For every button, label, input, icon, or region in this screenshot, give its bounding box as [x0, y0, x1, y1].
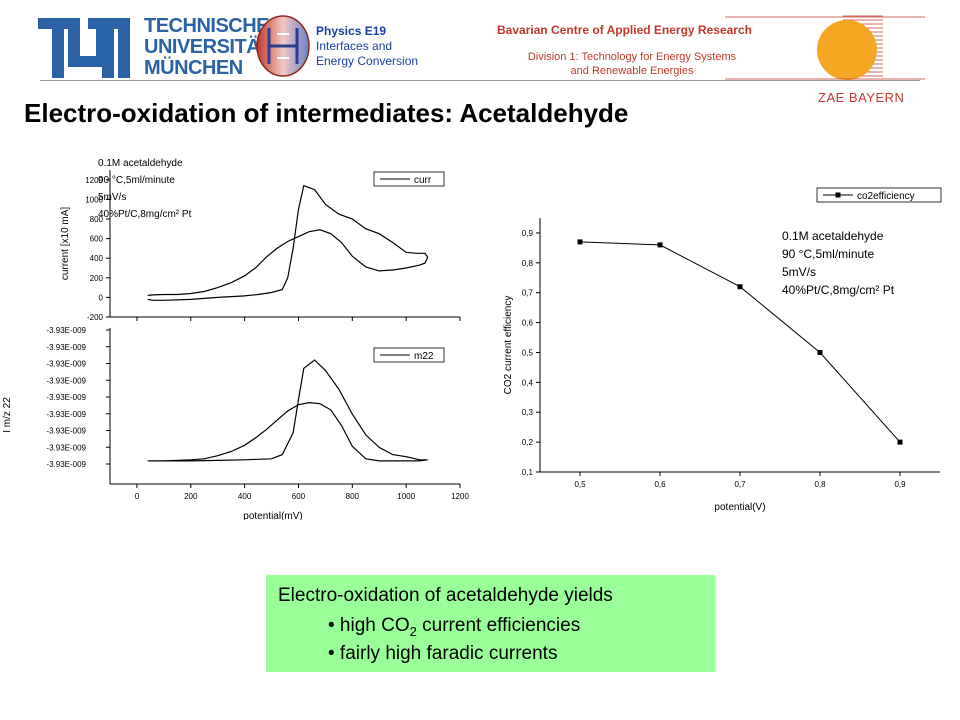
ms-y-label: I m/z 22 [2, 397, 13, 433]
zae-sun-logo [817, 15, 883, 80]
department-line-1: Interfaces and [316, 39, 393, 53]
eff-y-tick-label: 0,8 [522, 259, 534, 268]
university-line-2: UNIVERSITÄT [144, 36, 272, 58]
eff-x-label: potential(V) [714, 502, 765, 513]
eff-y-tick-label: 0,2 [522, 438, 534, 447]
eff-y-label: CO2 current efficiency [503, 296, 514, 395]
eff-y-tick-label: 0,5 [522, 348, 534, 357]
eff-x-tick-label: 0,5 [574, 480, 586, 489]
ms-x-tick-label: 600 [292, 492, 306, 501]
current-y-tick-label: 0 [99, 293, 104, 302]
ms-y-tick-label: -3.93E-009 [46, 343, 86, 352]
eff-data-point [577, 239, 583, 245]
university-line-1: TECHNISCHE [144, 15, 270, 37]
eff-legend-marker [835, 192, 841, 198]
eff-y-tick-label: 0,1 [522, 468, 534, 477]
eff-y-tick-label: 0,9 [522, 229, 534, 238]
eff-annotation: 5mV/s [782, 265, 816, 279]
current-y-tick-label: 200 [90, 274, 104, 283]
department-line-2: Energy Conversion [316, 54, 419, 68]
eff-series-line [579, 241, 901, 443]
eff-y-tick-label: 0,7 [522, 289, 534, 298]
eff-data-point [817, 349, 823, 355]
summary-bullet-currents: • fairly high faradic currents [328, 643, 558, 664]
current-y-tick-label: 800 [90, 215, 104, 224]
current-y-tick-label: 600 [90, 235, 104, 244]
eff-data-point [737, 284, 743, 290]
ms-y-tick-label: -3.93E-009 [46, 410, 86, 419]
eff-data-point [657, 242, 663, 248]
current-annotation: 40%Pt/C,8mg/cm² Pt [98, 209, 192, 220]
ms-x-label: potential(mV) [243, 511, 302, 520]
current-series-line [147, 184, 429, 301]
current-y-tick-label: 1200 [85, 176, 103, 185]
ms-legend-label: m22 [414, 351, 434, 362]
bullet-co2-pre: • high CO [328, 615, 410, 636]
current-annotation: 5mV/s [98, 192, 126, 203]
zae-name: ZAE BAYERN [818, 90, 905, 105]
ms-x-tick-label: 0 [135, 492, 140, 501]
ms-x-tick-label: 800 [346, 492, 360, 501]
eff-x-tick-label: 0,7 [734, 480, 746, 489]
current-legend-label: curr [414, 175, 432, 186]
ms-series-line [147, 359, 428, 462]
current-y-tick-label: -200 [87, 313, 104, 322]
eff-annotation: 90 °C,5ml/minute [782, 247, 874, 261]
header-divider [40, 80, 920, 81]
eff-legend-box [816, 187, 942, 203]
research-center-division: Division 1: Technology for Energy System… [497, 50, 767, 78]
ms-y-tick-label: -3.93E-009 [46, 427, 86, 436]
current-y-label: current [x10 mA] [60, 207, 71, 281]
eff-x-tick-label: 0,8 [814, 480, 826, 489]
bullet-co2-post: current efficiencies [416, 615, 581, 636]
university-name: TECHNISCHE UNIVERSITÄT MÜNCHEN [144, 16, 272, 79]
summary-line: Electro-oxidation of acetaldehyde yields [278, 585, 613, 606]
ms-x-tick-label: 1000 [397, 492, 415, 501]
ms-x-tick-label: 200 [184, 492, 198, 501]
ms-x-tick-label: 1200 [451, 492, 469, 501]
ms-y-tick-label: -3.93E-009 [46, 393, 86, 402]
summary-bullet-co2: • high CO2 current efficiencies [328, 615, 580, 639]
eff-annotation: 0.1M acetaldehyde [782, 229, 884, 243]
tum-logo [38, 18, 130, 78]
eff-y-tick-label: 0,3 [522, 408, 534, 417]
eff-legend-label: co2efficiency [857, 191, 915, 202]
ms-y-tick-label: -3.93E-009 [46, 376, 86, 385]
ms-y-tick-label: -3.93E-009 [46, 443, 86, 452]
research-center-division-2: and Renewable Energies [570, 65, 694, 77]
slide-title: Electro-oxidation of intermediates: Acet… [24, 98, 629, 128]
research-center-division-1: Division 1: Technology for Energy System… [527, 51, 737, 63]
eff-annotation: 40%Pt/C,8mg/cm² Pt [782, 283, 895, 297]
ms-x-tick-label: 400 [238, 492, 252, 501]
charts-area: -200 0 200 400 600 800 1000 1200 current [x10 mA… [2, 158, 942, 520]
current-annotation: 90 °C,5ml/minute [98, 175, 175, 186]
research-center-title: Bavarian Centre of Applied Energy Resear… [497, 23, 752, 37]
current-y-tick-label: 1000 [85, 195, 103, 204]
e19-logo [256, 15, 310, 77]
department-title: Physics E19 [316, 24, 387, 38]
eff-y-tick-label: 0,4 [522, 378, 534, 387]
bullet-co2-sub: 2 [409, 623, 417, 639]
ms-y-tick-label: -3.93E-009 [46, 326, 86, 335]
eff-y-tick-label: 0,6 [522, 319, 534, 328]
ms-y-tick-label: -3.93E-009 [46, 360, 86, 369]
header-rules [725, 16, 925, 80]
eff-x-tick-label: 0,9 [894, 480, 906, 489]
eff-data-point [897, 439, 903, 445]
department-block: Physics E19 Interfaces and Energy Conver… [316, 24, 418, 69]
summary-callout: Electro-oxidation of acetaldehyde yields… [266, 575, 715, 672]
university-line-3: MÜNCHEN [144, 57, 243, 79]
current-annotation: 0.1M acetaldehyde [98, 158, 183, 169]
current-y-tick-label: 400 [90, 254, 104, 263]
eff-x-tick-label: 0,6 [654, 480, 666, 489]
ms-y-tick-label: -3.93E-009 [46, 460, 86, 469]
